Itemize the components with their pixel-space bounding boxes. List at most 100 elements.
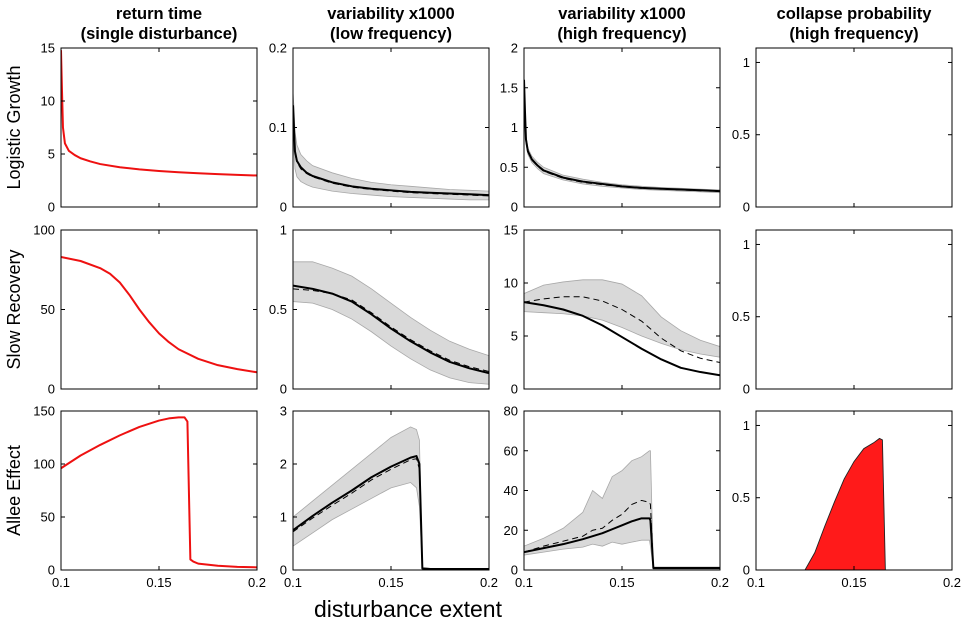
panel-r2-c0-ytick-label: 100: [33, 457, 55, 472]
panel-r2-c3-collapse-area: [756, 437, 952, 570]
panel-r0-c1-ytick-label: 0.2: [269, 41, 287, 56]
panel-r0-c1-ytick-label: 0: [280, 200, 287, 215]
panel-r0-c0-ytick-label: 0: [48, 200, 55, 215]
panel-r2-c1-xtick-label: 0.15: [378, 575, 403, 590]
panel-r2-c2-variability-band: [524, 450, 720, 570]
panel-r2-c1-axes-box: [292, 410, 490, 571]
panel-r2-c1: 0 1 2 3 0.1 0.15 0.2: [280, 404, 498, 591]
panel-r0-c1-ytick-label: 0.1: [269, 120, 287, 135]
panel-r2-c3-xtick-label: 0.2: [943, 575, 961, 590]
column-title-1-line-1: (low frequency): [330, 25, 452, 43]
panel-r2-c3-ytick-label: 0.5: [732, 490, 750, 505]
panel-r2-c2-ytick-label: 20: [504, 523, 518, 538]
panel-r1-c2-median-line: [524, 296, 720, 363]
panel-r2-c2-ytick-label: 40: [504, 483, 518, 498]
panel-r2-c3-xtick-label: 0.15: [841, 575, 866, 590]
panel-r1-c3-ytick-label: 0: [743, 382, 750, 397]
row-label-1: Slow Recovery: [4, 249, 24, 369]
panel-r0-c2-ytick-label: 1.5: [500, 80, 518, 95]
panel-r2-c2-ytick-label: 60: [504, 443, 518, 458]
panel-r1-c1-ytick-label: 0: [280, 382, 287, 397]
panel-r0-c3-ytick-label: 1: [743, 55, 750, 70]
panel-r2-c0-return-time-line: [61, 416, 257, 569]
panel-r2-c1-ytick-label: 2: [280, 457, 287, 472]
panel-r1-c3-axes-box: [755, 229, 953, 390]
panel-r1-c2-variability-band: [524, 279, 720, 358]
panel-r2-c1-mean-line: [293, 455, 489, 570]
panel-r0-c0-ytick-label: 10: [41, 94, 55, 109]
row-label-0: Logistic Growth: [4, 65, 24, 189]
panel-r1-c2-ytick-label: 10: [504, 276, 518, 291]
panel-r1-c1-plot-area: [293, 261, 489, 385]
panel-r1-c1-ytick-label: 1: [280, 223, 287, 238]
panel-r0-c2: 0 0.5 1 1.5 2: [500, 41, 721, 215]
panel-r1-c1-mean-line: [293, 284, 489, 375]
panel-r2-c0-ytick-label: 150: [33, 404, 55, 419]
panel-r0-c2-mean-line: [524, 79, 720, 193]
panel-r1-c0: 0 50 100: [33, 223, 258, 397]
panel-r2-c1-ytick-label: 3: [280, 404, 287, 419]
column-title-0-line-1: (single disturbance): [81, 25, 238, 43]
panel-r2-c1-xtick-label: 0.2: [480, 575, 498, 590]
panel-r0-c3-axes-box: [755, 47, 953, 208]
column-title-3-line-0: collapse probability: [777, 5, 933, 23]
panel-r2-c1-ytick-label: 1: [280, 510, 287, 525]
panel-r1-c0-axes-box: [60, 229, 258, 390]
column-title-1-line-0: variability x1000: [327, 5, 455, 23]
panel-r1-c0-plot-area: [61, 256, 257, 374]
panel-r2-c2-xtick-label: 0.1: [515, 575, 533, 590]
panel-r0-c0-return-time-line: [61, 50, 257, 177]
panel-r1-c2: 0 5 10 15: [504, 223, 721, 397]
panel-r2-c1-plot-area: [293, 426, 489, 570]
panel-r1-c1-variability-band: [293, 261, 489, 385]
panel-r2-c0-xtick-label: 0.1: [52, 575, 70, 590]
panel-r0-c2-ytick-label: 0.5: [500, 160, 518, 175]
panel-r0-c2-plot-area: [524, 75, 720, 194]
panel-r1-c3-ytick-label: 1: [743, 237, 750, 252]
panel-r2-c2-xtick-label: 0.2: [711, 575, 729, 590]
panel-r2-c0-xtick-label: 0.15: [146, 575, 171, 590]
panel-r1-c3: 00.51: [732, 229, 953, 397]
panel-r2-c3: 0 0.5 1 0.1 0.15 0.2: [732, 410, 961, 590]
row-label-2: Allee Effect: [4, 445, 24, 536]
panel-r1-c0-return-time-line: [61, 256, 257, 374]
panel-r0-c2-ytick-label: 2: [511, 41, 518, 56]
panel-r0-c3-ytick-label: 0: [743, 200, 750, 215]
panel-r1-c2-ytick-label: 0: [511, 382, 518, 397]
panel-r2-c3-xtick-label: 0.1: [747, 575, 765, 590]
column-title-2-line-1: (high frequency): [557, 25, 686, 43]
panel-r2-c2-ytick-label: 0: [511, 563, 518, 578]
panel-r1-c0-ytick-label: 100: [33, 223, 55, 238]
panel-r0-c3: 00.51: [732, 47, 953, 215]
panel-r2-c1-variability-band: [293, 426, 489, 570]
panel-r2-c0-ytick-label: 50: [41, 510, 55, 525]
panel-r1-c1: 00.51: [269, 223, 490, 397]
panel-r2-c2: 0 20 40 60 80 0.1 0.15 0.2: [504, 404, 730, 591]
panel-r2-c0-ytick-label: 0: [48, 563, 55, 578]
panel-r2-c3-ytick-label: 0: [743, 563, 750, 578]
panel-r2-c3-ytick-label: 1: [743, 418, 750, 433]
panel-r2-c0-axes-box: [60, 410, 258, 571]
column-title-2-line-0: variability x1000: [558, 5, 686, 23]
panel-r2-c2-xtick-label: 0.15: [609, 575, 634, 590]
panel-r2-c1-xtick-label: 0.1: [284, 575, 302, 590]
panel-r2-c2-ytick-label: 80: [504, 404, 518, 419]
panel-r2-c2-plot-area: [524, 450, 720, 570]
panel-r0-c2-ytick-label: 0: [511, 200, 518, 215]
panel-r0-c0-plot-area: [61, 50, 257, 177]
panel-r1-c2-plot-area: [524, 279, 720, 377]
panel-r1-c2-mean-line: [524, 301, 720, 377]
panel-r1-c0-ytick-label: 0: [48, 382, 55, 397]
panel-r1-c2-ytick-label: 5: [511, 329, 518, 344]
panel-r2-c0-xtick-label: 0.2: [248, 575, 266, 590]
panel-r0-c0: 0 5 10 15: [41, 41, 258, 215]
panel-r1-c1-ytick-label: 0.5: [269, 302, 287, 317]
panel-r0-c0-axes-box: [60, 47, 258, 208]
panel-r1-c0-ytick-label: 50: [41, 302, 55, 317]
panel-r0-c1-mean-line: [293, 105, 489, 197]
column-title-3-line-1: (high frequency): [789, 25, 918, 43]
panel-r0-c1: 0 0.1 0.2: [269, 41, 490, 215]
panel-r2-c0: 0 50 100 150 0.1 0.15 0.2: [33, 404, 266, 591]
column-title-0-line-0: return time: [116, 5, 202, 23]
